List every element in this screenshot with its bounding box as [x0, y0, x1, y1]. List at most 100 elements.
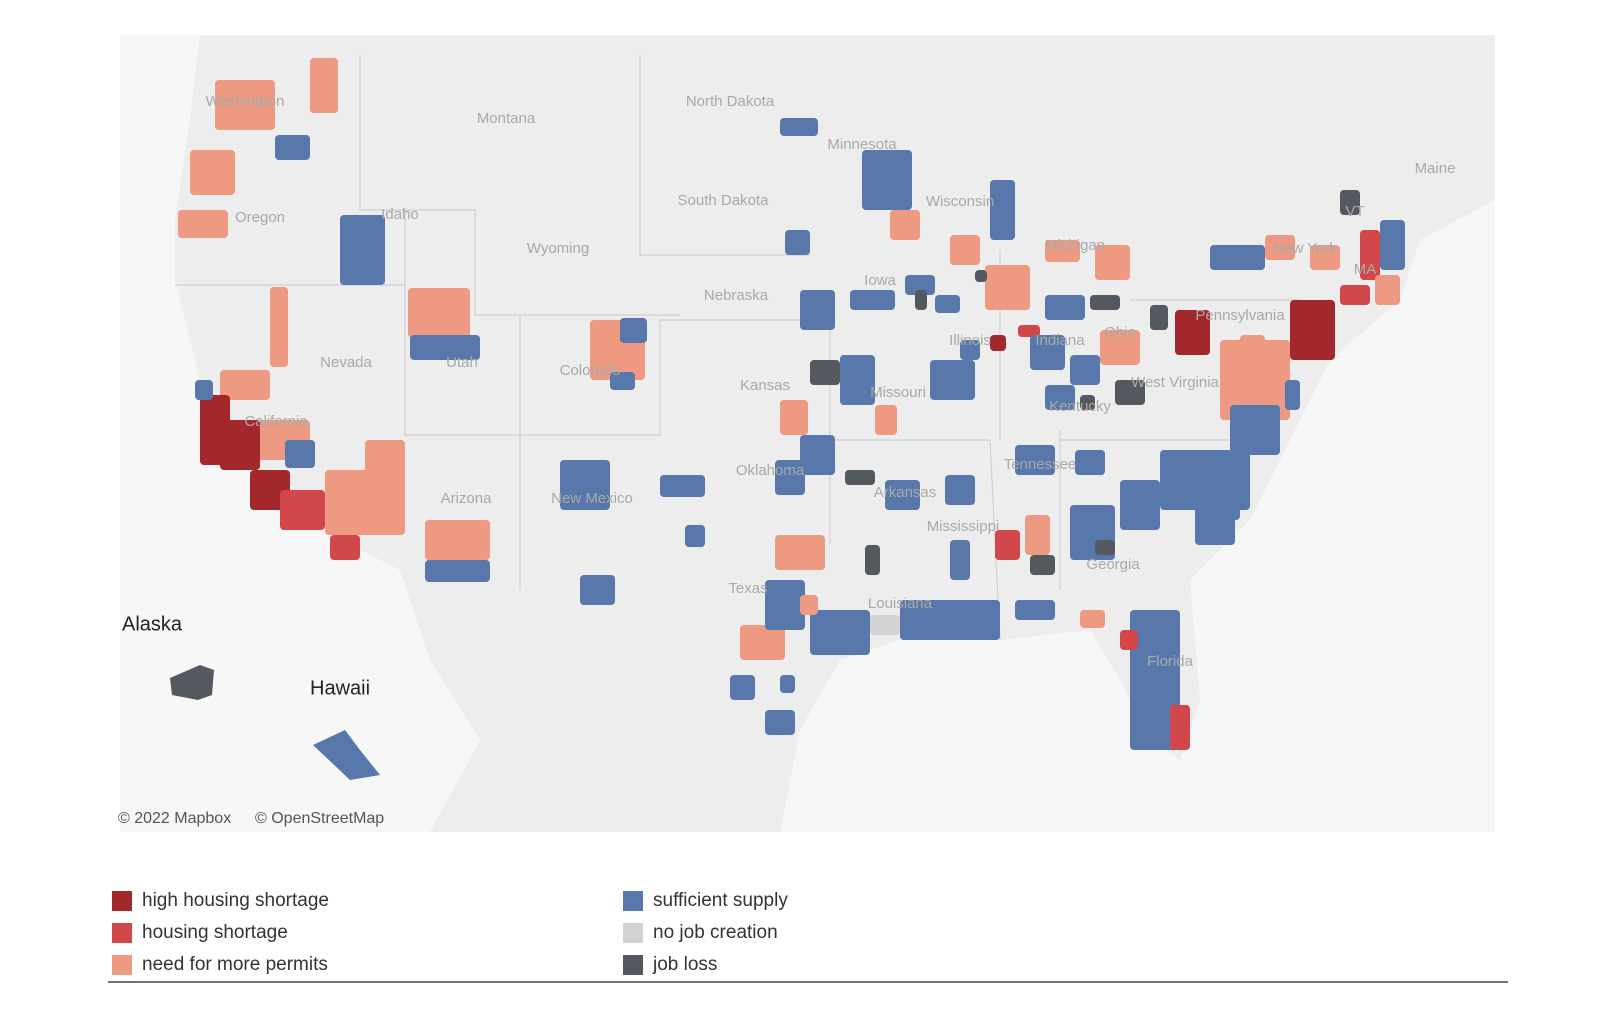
attribution: © 2022 Mapbox: [118, 810, 231, 827]
metro-region: [775, 460, 805, 495]
metro-region: [780, 118, 818, 136]
metro-region: [1285, 380, 1300, 410]
metro-region: [915, 290, 927, 310]
metro-region: [875, 405, 897, 435]
metro-region: [1120, 480, 1160, 530]
metro-region: [1130, 610, 1180, 750]
metro-region: [740, 625, 785, 660]
metro-region: [1210, 495, 1240, 520]
alaska-region: [170, 665, 214, 700]
metro-region: [275, 135, 310, 160]
metro-region: [985, 265, 1030, 310]
metro-region: [620, 318, 647, 343]
legend-label: high housing shortage: [142, 890, 329, 911]
metro-region: [1375, 275, 1400, 305]
metro-region: [775, 535, 825, 570]
metro-region: [990, 335, 1006, 351]
state-label: Ohio: [1104, 324, 1136, 341]
state-label: Texas: [728, 580, 767, 597]
metro-region: [1090, 295, 1120, 310]
metro-region: [960, 340, 980, 360]
metro-region: [1220, 340, 1290, 420]
metro-region: [1095, 540, 1115, 555]
legend-label: need for more permits: [142, 954, 328, 975]
metro-region: [1030, 335, 1065, 370]
metro-region: [975, 270, 987, 282]
legend-swatch: [112, 955, 132, 975]
legend-label: job loss: [652, 954, 717, 975]
ocean: [780, 200, 1495, 832]
metro-region: [425, 520, 490, 560]
metro-region: [780, 675, 795, 693]
metro-region: [850, 290, 895, 310]
state-label: VT: [1345, 203, 1364, 220]
state-label: Kansas: [740, 377, 790, 394]
metro-region: [1030, 555, 1055, 575]
state-label: MA: [1354, 261, 1377, 278]
metro-region: [660, 475, 705, 497]
metro-region: [1025, 515, 1050, 555]
metro-region: [800, 435, 835, 475]
metro-region: [1070, 355, 1100, 385]
metro-region: [190, 150, 235, 195]
metro-region: [1230, 405, 1280, 455]
metro-region: [685, 525, 705, 547]
metro-region: [560, 460, 610, 510]
state-label: Arkansas: [874, 484, 937, 501]
metro-region: [1015, 445, 1055, 475]
metro-region: [1045, 240, 1080, 262]
metro-region: [935, 295, 960, 313]
metro-region: [1095, 245, 1130, 280]
metro-region: [1340, 285, 1370, 305]
metro-region: [900, 600, 1000, 640]
state-label: Pennsylvania: [1195, 307, 1285, 324]
state-label: West Virginia: [1131, 374, 1219, 391]
metro-region: [325, 470, 405, 535]
hawaii-region: [313, 730, 380, 780]
state-borders: [175, 55, 1300, 641]
legend-swatch: [623, 891, 643, 911]
metro-region: [280, 490, 325, 530]
metro-region: [1360, 230, 1380, 280]
metro-region: [1150, 305, 1168, 330]
state-label: Oregon: [235, 209, 285, 226]
state-label: South Dakota: [678, 192, 770, 209]
state-label: Florida: [1147, 653, 1194, 670]
metro-region: [1080, 610, 1105, 628]
metro-region: [730, 675, 755, 700]
state-label: Nevada: [320, 354, 372, 371]
metro-region: [1045, 295, 1085, 320]
legend-swatch: [112, 923, 132, 943]
legend-label: no job creation: [653, 922, 778, 943]
inset-label: Hawaii: [310, 677, 370, 699]
legend-swatch: [623, 923, 643, 943]
state-label: Mississippi: [927, 518, 1000, 535]
state-label: Oklahoma: [736, 462, 805, 479]
metro-region: [890, 210, 920, 240]
state-label: Illinois: [949, 332, 991, 349]
metro-region: [1100, 330, 1140, 365]
metro-region: [580, 575, 615, 605]
metro-region: [905, 275, 935, 295]
metro-region: [1340, 190, 1360, 215]
metro-region: [945, 475, 975, 505]
metro-region: [785, 230, 810, 255]
state-label: Nebraska: [704, 287, 769, 304]
state-label: North Dakota: [686, 93, 775, 110]
metro-region: [862, 150, 912, 210]
attribution: © OpenStreetMap: [255, 810, 384, 827]
metro-region: [610, 372, 635, 390]
metro-region: [810, 610, 870, 655]
state-label: Indiana: [1035, 332, 1085, 349]
state-label: Idaho: [381, 206, 419, 223]
metro-region: [1045, 385, 1075, 410]
metro-region: [930, 360, 975, 400]
metro-region: [1290, 300, 1335, 360]
metro-region: [1080, 395, 1095, 410]
legend-label: sufficient supply: [653, 890, 788, 911]
metro-region: [408, 288, 470, 338]
metro-region: [330, 535, 360, 560]
metro-region: [1265, 235, 1295, 260]
metro-region: [1075, 450, 1105, 475]
